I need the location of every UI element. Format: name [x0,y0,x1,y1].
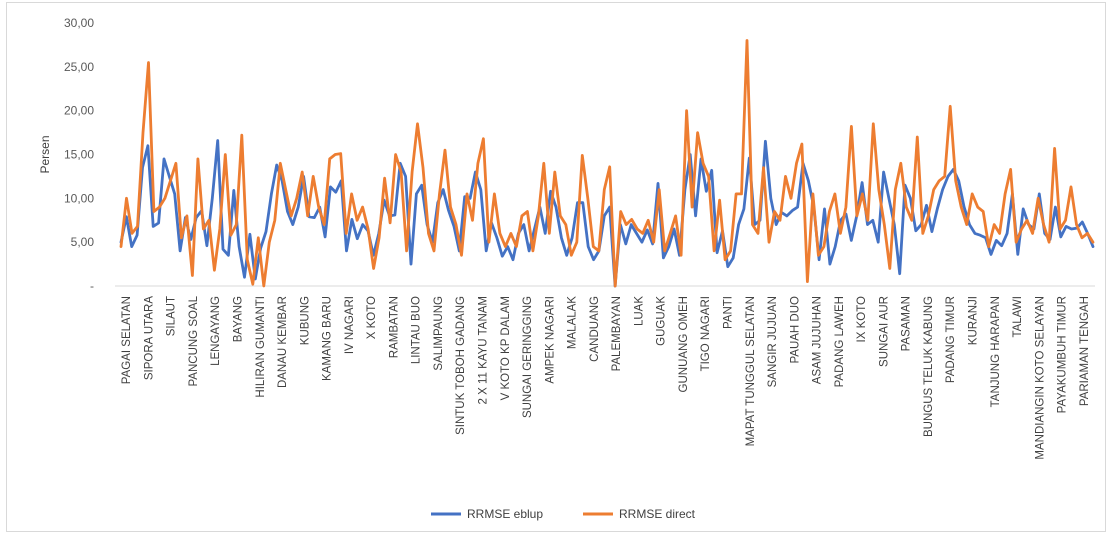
x-tick-label: HILIRAN GUMANTI [255,296,267,398]
y-tick-label: 30,00 [64,16,94,30]
x-tick-label: PADANG LAWEH [834,296,846,387]
x-tick-label: LINTAU BUO [411,296,423,364]
x-tick-label: LUAK [633,296,645,326]
x-tick-label: MANDIANGIN KOTO SELAYAN [1034,296,1046,460]
x-tick-label: PARIAMAN TENGAH [1079,296,1091,406]
x-tick-label: CANDUANG [589,296,601,362]
x-tick-label: PANCUNG SOAL [188,295,200,386]
x-tick-label: V KOTO KP DALAM [500,296,512,400]
x-tick-label: 2 X 11 KAYU TANAM [478,296,490,404]
series-line-eblup [119,139,1095,288]
x-tick-label: TALAWI [1012,296,1024,338]
x-tick-label: RAMBATAN [388,296,400,358]
x-tick-label: PANTI [723,296,735,329]
y-tick-label: 5,00 [71,235,95,249]
x-tick-label: IV NAGARI [344,296,356,354]
x-tick-label: KURANJI [968,296,980,345]
legend: RRMSE eblup RRMSE direct [431,507,696,521]
x-tick-label: SUNGAI AUR [878,296,890,367]
x-tick-label: PAGAI SELATAN [121,296,133,384]
x-tick-label: SALIMPAUNG [433,296,445,371]
x-tick-label: PASAMAN [901,296,913,351]
x-tick-label: SILAUT [166,296,178,336]
x-tick-label: GUGUAK [656,296,668,346]
x-tick-label: GUNUANG OMEH [678,296,690,392]
x-tick-label: MALALAK [567,296,579,349]
x-tick-label: TIGO NAGARI [700,296,712,371]
x-tick-label: PAUAH DUO [789,296,801,364]
series-lines [119,39,1095,288]
chart-frame: - 5,00 10,00 15,00 20,00 25,00 30,00 Persen PA… [6,2,1106,532]
x-tick-label: IX KOTO [856,296,868,342]
x-tick-label: ASAM JUJUHAN [812,296,824,384]
x-tick-label: AMPEK NAGARI [544,296,556,384]
x-tick-label: SINTUK TOBOH GADANG [455,296,467,435]
y-axis-title: Persen [38,135,52,173]
y-axis: - 5,00 10,00 15,00 20,00 25,00 30,00 [64,16,94,293]
y-tick-label: 20,00 [64,104,94,118]
y-tick-label: 25,00 [64,60,94,74]
x-tick-label: PADANG TIMUR [945,296,957,383]
y-tick-label: 15,00 [64,148,94,162]
y-tick-label: - [90,279,94,293]
x-tick-label: LENGAYANG [210,296,222,366]
x-tick-label: SUNGAI GERINGGING [522,296,534,418]
legend-label: RRMSE eblup [467,507,543,521]
x-axis-labels: PAGAI SELATAN SIPORA UTARA SILAUT PANCUNG S… [121,295,1091,459]
x-tick-label: MAPAT TUNGGUL SELATAN [745,296,757,446]
x-tick-label: X KOTO [366,296,378,339]
series-line-direct [119,39,1095,288]
line-chart: - 5,00 10,00 15,00 20,00 25,00 30,00 Persen PA… [38,16,1095,521]
x-tick-label: PAYAKUMBUH TIMUR [1057,296,1069,413]
x-tick-label: KAMANG BARU [322,296,334,381]
x-tick-label: SANGIR JUJUAN [767,296,779,387]
x-tick-label: BUNGUS TELUK KABUNG [923,296,935,437]
x-tick-label: SIPORA UTARA [143,296,155,380]
y-tick-label: 10,00 [64,191,94,205]
x-tick-label: PALEMBAYAN [611,296,623,371]
x-tick-label: BAYANG [233,296,245,342]
x-tick-label: TANJUNG HARAPAN [990,296,1002,407]
legend-label: RRMSE direct [619,507,696,521]
x-tick-label: DANAU KEMBAR [277,296,289,388]
x-tick-label: KUBUNG [299,296,311,345]
